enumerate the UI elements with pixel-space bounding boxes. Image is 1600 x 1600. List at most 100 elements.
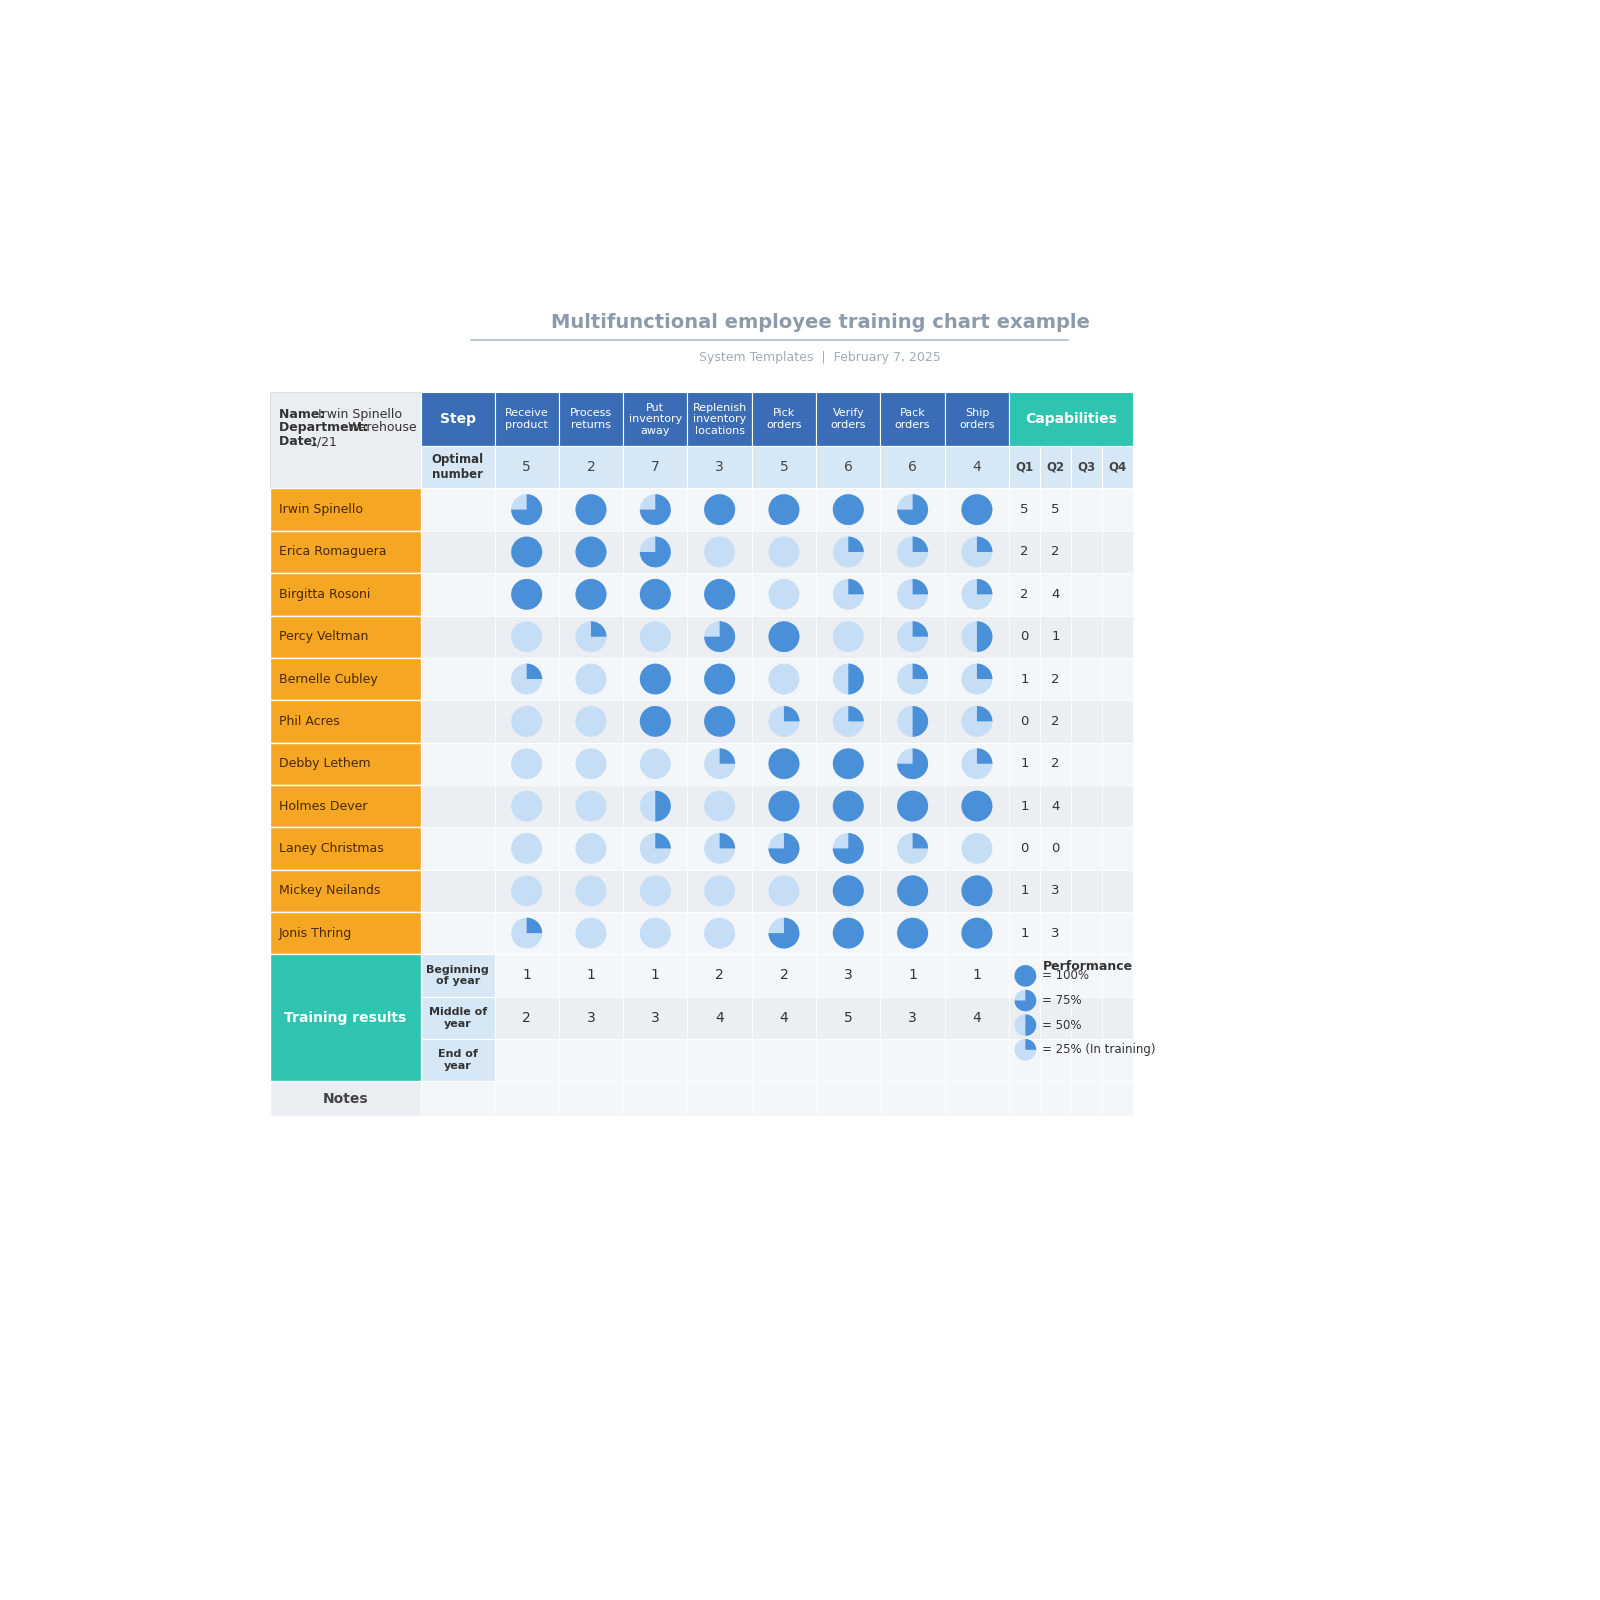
- Text: Birgitta Rosoni: Birgitta Rosoni: [278, 587, 371, 602]
- Circle shape: [704, 749, 734, 779]
- Circle shape: [640, 790, 670, 821]
- Circle shape: [510, 664, 542, 694]
- Text: 5: 5: [1051, 502, 1059, 517]
- Bar: [1102, 827, 1133, 870]
- Wedge shape: [978, 664, 992, 678]
- Bar: [1070, 954, 1102, 997]
- Bar: [816, 742, 880, 786]
- Text: Receive
product: Receive product: [504, 408, 549, 430]
- Text: Pack
orders: Pack orders: [894, 408, 930, 430]
- Circle shape: [640, 834, 670, 864]
- Circle shape: [704, 918, 734, 949]
- Bar: [1040, 446, 1070, 488]
- Circle shape: [832, 875, 864, 906]
- Bar: [816, 488, 880, 531]
- Text: Notes: Notes: [323, 1091, 368, 1106]
- Circle shape: [962, 834, 992, 864]
- Bar: [688, 573, 752, 616]
- Circle shape: [576, 875, 606, 906]
- Text: 3: 3: [1051, 885, 1059, 898]
- Bar: [622, 392, 688, 446]
- Text: 7: 7: [651, 461, 659, 474]
- Text: Percy Veltman: Percy Veltman: [278, 630, 368, 643]
- Text: 1: 1: [651, 968, 659, 982]
- Text: Step: Step: [440, 413, 475, 426]
- Bar: [944, 1082, 1010, 1117]
- Circle shape: [704, 706, 734, 736]
- Circle shape: [704, 579, 734, 610]
- Bar: [622, 573, 688, 616]
- Bar: [880, 701, 944, 742]
- Text: System Templates  |  February 7, 2025: System Templates | February 7, 2025: [699, 350, 941, 365]
- Circle shape: [704, 536, 734, 568]
- Text: Replenish
inventory
locations: Replenish inventory locations: [693, 403, 747, 435]
- Bar: [421, 658, 494, 701]
- Bar: [494, 1082, 558, 1117]
- Bar: [688, 742, 752, 786]
- Bar: [752, 1038, 816, 1082]
- Text: = 100%: = 100%: [1043, 970, 1090, 982]
- Bar: [816, 869, 880, 912]
- Bar: [1010, 531, 1040, 573]
- Circle shape: [898, 664, 928, 694]
- Bar: [622, 1038, 688, 1082]
- Bar: [688, 616, 752, 658]
- Bar: [688, 827, 752, 870]
- Bar: [622, 616, 688, 658]
- Bar: [688, 658, 752, 701]
- Bar: [421, 573, 494, 616]
- Text: Put
inventory
away: Put inventory away: [629, 403, 682, 435]
- Circle shape: [640, 621, 670, 653]
- Wedge shape: [832, 834, 864, 864]
- Text: 1/21: 1/21: [310, 435, 338, 448]
- Circle shape: [576, 494, 606, 525]
- Bar: [1010, 488, 1040, 531]
- Text: Optimal
number: Optimal number: [432, 453, 483, 482]
- Bar: [944, 658, 1010, 701]
- Bar: [816, 573, 880, 616]
- Circle shape: [962, 706, 992, 736]
- Text: Holmes Dever: Holmes Dever: [278, 800, 368, 813]
- Bar: [816, 1038, 880, 1082]
- Circle shape: [510, 579, 542, 610]
- Bar: [944, 997, 1010, 1038]
- Bar: [816, 954, 880, 997]
- Bar: [816, 912, 880, 954]
- Bar: [494, 531, 558, 573]
- Circle shape: [832, 790, 864, 821]
- Bar: [944, 827, 1010, 870]
- Bar: [1040, 1038, 1070, 1082]
- Circle shape: [768, 749, 800, 779]
- Bar: [421, 1082, 494, 1117]
- Bar: [494, 827, 558, 870]
- Bar: [816, 658, 880, 701]
- Bar: [1010, 616, 1040, 658]
- Circle shape: [898, 494, 928, 525]
- Bar: [558, 573, 622, 616]
- Text: Irwin Spinello: Irwin Spinello: [318, 408, 402, 421]
- Wedge shape: [978, 621, 992, 653]
- Wedge shape: [898, 494, 928, 525]
- Bar: [494, 997, 558, 1038]
- Bar: [1070, 869, 1102, 912]
- Circle shape: [704, 664, 734, 694]
- Bar: [494, 742, 558, 786]
- Circle shape: [962, 494, 992, 525]
- Circle shape: [640, 749, 670, 779]
- Bar: [558, 869, 622, 912]
- Bar: [622, 954, 688, 997]
- Text: Q2: Q2: [1046, 461, 1064, 474]
- Bar: [1040, 1082, 1070, 1117]
- Text: Jonis Thring: Jonis Thring: [278, 926, 352, 939]
- Text: 5: 5: [522, 461, 531, 474]
- Circle shape: [832, 706, 864, 736]
- Bar: [421, 869, 494, 912]
- Circle shape: [510, 834, 542, 864]
- Circle shape: [832, 918, 864, 949]
- Wedge shape: [640, 494, 670, 525]
- Bar: [880, 531, 944, 573]
- Text: Phil Acres: Phil Acres: [278, 715, 339, 728]
- Circle shape: [510, 749, 542, 779]
- Circle shape: [704, 664, 734, 694]
- Circle shape: [768, 790, 800, 821]
